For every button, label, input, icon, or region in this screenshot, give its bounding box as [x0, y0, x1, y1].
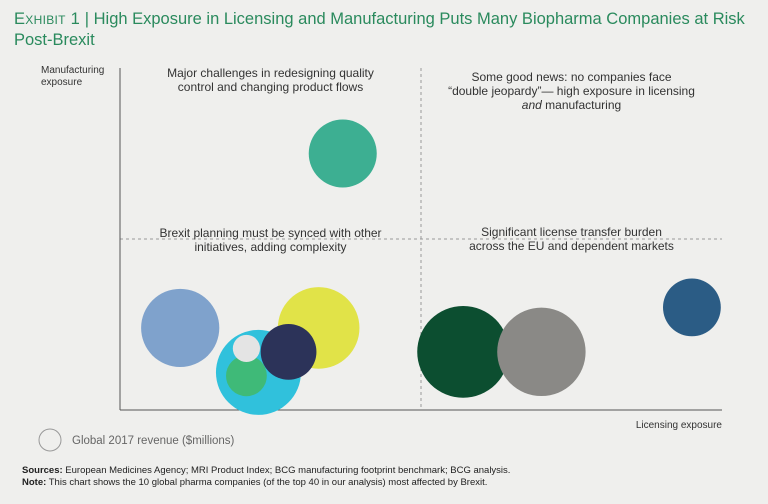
annotation-line: Significant license transfer burden [481, 225, 662, 239]
note-line: Note: This chart shows the 10 global pha… [22, 477, 752, 489]
bubbles [141, 119, 721, 415]
y-axis-title-line-1: Manufacturing [41, 65, 104, 76]
title-separator: | [80, 10, 94, 28]
x-axis-title: Licensing exposure [636, 420, 723, 431]
footer: Sources: European Medicines Agency; MRI … [22, 465, 752, 489]
annotation-line-rest: manufacturing [542, 98, 621, 112]
annotation-top-right: Some good news: no companies face “double… [448, 70, 695, 112]
legend-circle-icon [38, 428, 62, 452]
annotation-bottom-left: Brexit planning must be synced with othe… [159, 226, 381, 254]
annotation-line: across the EU and dependent markets [469, 239, 674, 253]
annotation-bottom-right: Significant license transfer burden acros… [469, 225, 674, 253]
title-text: High Exposure in Licensing and Manufactu… [14, 10, 745, 49]
sources-label: Sources: [22, 465, 63, 476]
annotation-line: initiatives, adding complexity [194, 240, 346, 254]
size-legend: Global 2017 revenue ($millions) [38, 428, 235, 452]
y-axis-title-line-2: exposure [41, 77, 83, 88]
bubble-8 [417, 305, 510, 398]
y-axis-title: Manufacturing exposure [41, 65, 104, 88]
quadrant-annotations: Major challenges in redesigning quality c… [159, 66, 694, 254]
chart-title: Exhibit 1 | High Exposure in Licensing a… [14, 9, 754, 51]
sources-line: Sources: European Medicines Agency; MRI … [22, 465, 752, 477]
axes [119, 68, 722, 411]
bubble-7 [260, 323, 317, 380]
size-legend-label: Global 2017 revenue ($millions) [72, 435, 235, 447]
annotation-line: and manufacturing [522, 98, 621, 112]
annotation-line: Some good news: no companies face [471, 70, 671, 84]
annotation-top-left: Major challenges in redesigning quality c… [167, 66, 374, 94]
annotation-line: “double jeopardy”— high exposure in lice… [448, 84, 695, 98]
bubble-9 [497, 307, 586, 397]
annotation-line: Major challenges in redesigning quality [167, 66, 374, 80]
bubble-5 [226, 355, 267, 397]
bubble-1 [308, 119, 377, 188]
annotation-line: Brexit planning must be synced with othe… [159, 226, 381, 240]
exhibit-label: Exhibit 1 [14, 10, 81, 28]
bubble-6 [232, 334, 261, 363]
bubble-10 [663, 278, 721, 337]
sources-text: European Medicines Agency; MRI Product I… [62, 465, 511, 476]
note-label: Note: [22, 477, 47, 488]
note-text: This chart shows the 10 global pharma co… [46, 477, 488, 488]
annotation-line: control and changing product flows [178, 80, 363, 94]
bubble-2 [141, 288, 220, 368]
annotation-italic-word: and [522, 98, 542, 112]
